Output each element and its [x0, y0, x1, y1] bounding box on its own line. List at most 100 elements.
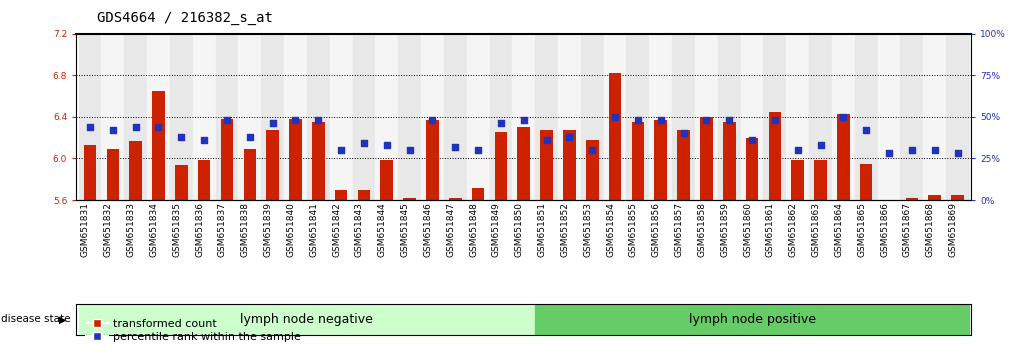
Bar	[740, 34, 764, 200]
Bar	[513, 34, 535, 200]
Bar	[791, 160, 804, 200]
Bar	[78, 304, 535, 335]
Text: GSM651848: GSM651848	[469, 202, 478, 257]
Text: ▶: ▶	[59, 314, 66, 325]
Point	[310, 117, 326, 123]
Bar	[815, 160, 827, 200]
Bar	[421, 34, 443, 200]
Point	[288, 117, 304, 123]
Text: GSM651833: GSM651833	[127, 202, 135, 257]
Text: GSM651835: GSM651835	[172, 202, 181, 257]
Bar	[860, 164, 873, 200]
Bar	[745, 138, 759, 200]
Point	[402, 147, 418, 153]
Bar	[855, 34, 878, 200]
Bar	[216, 34, 238, 200]
Point	[743, 137, 760, 143]
Text: GSM651840: GSM651840	[287, 202, 296, 257]
Text: GSM651856: GSM651856	[652, 202, 661, 257]
Text: GSM651841: GSM651841	[309, 202, 318, 257]
Bar	[443, 34, 467, 200]
Bar	[764, 34, 786, 200]
Bar	[604, 34, 626, 200]
Point	[538, 137, 554, 143]
Bar	[472, 188, 484, 200]
Bar	[467, 34, 489, 200]
Bar	[330, 34, 353, 200]
Bar	[358, 190, 370, 200]
Bar	[107, 149, 119, 200]
Text: GSM651857: GSM651857	[674, 202, 683, 257]
Bar	[700, 117, 713, 200]
Point	[105, 127, 121, 133]
Point	[950, 150, 966, 156]
Text: GSM651866: GSM651866	[880, 202, 889, 257]
Bar	[786, 34, 810, 200]
Point	[630, 117, 646, 123]
Bar	[810, 34, 832, 200]
Point	[493, 121, 510, 126]
Bar	[946, 34, 969, 200]
Bar	[335, 190, 348, 200]
Bar	[124, 34, 147, 200]
Text: GSM651860: GSM651860	[743, 202, 752, 257]
Point	[424, 117, 440, 123]
Text: GSM651850: GSM651850	[515, 202, 524, 257]
Bar	[518, 127, 530, 200]
Bar	[586, 140, 599, 200]
Bar	[837, 114, 849, 200]
Text: GSM651861: GSM651861	[766, 202, 775, 257]
Bar	[284, 34, 307, 200]
Point	[447, 144, 464, 150]
Point	[789, 147, 805, 153]
Bar	[307, 34, 330, 200]
Text: GSM651867: GSM651867	[903, 202, 912, 257]
Bar	[718, 34, 740, 200]
Bar	[129, 141, 142, 200]
Point	[173, 134, 189, 139]
Point	[813, 142, 829, 148]
Text: lymph node positive: lymph node positive	[689, 313, 816, 326]
Bar	[558, 34, 581, 200]
Bar	[905, 198, 918, 200]
Text: GSM651839: GSM651839	[263, 202, 273, 257]
Bar	[198, 160, 211, 200]
Point	[264, 121, 281, 126]
Point	[356, 141, 372, 146]
Text: GSM651831: GSM651831	[81, 202, 89, 257]
Bar	[494, 132, 507, 200]
Bar	[929, 195, 941, 200]
Bar	[581, 34, 604, 200]
Bar	[312, 122, 324, 200]
Bar	[147, 34, 170, 200]
Point	[835, 114, 851, 120]
Bar	[175, 165, 187, 200]
Bar	[878, 34, 900, 200]
Bar	[951, 195, 964, 200]
Text: GSM651851: GSM651851	[538, 202, 546, 257]
Bar	[83, 145, 97, 200]
Text: GSM651852: GSM651852	[560, 202, 570, 257]
Bar	[426, 120, 438, 200]
Bar	[609, 73, 621, 200]
Point	[151, 124, 167, 130]
Point	[470, 147, 486, 153]
Bar	[923, 34, 946, 200]
Bar	[540, 130, 553, 200]
Bar	[261, 34, 284, 200]
Point	[699, 117, 715, 123]
Text: GSM651868: GSM651868	[925, 202, 935, 257]
Point	[858, 127, 875, 133]
Bar	[769, 112, 781, 200]
Bar	[289, 119, 302, 200]
Text: GSM651834: GSM651834	[149, 202, 159, 257]
Text: GSM651853: GSM651853	[583, 202, 592, 257]
Bar	[535, 304, 969, 335]
Text: GSM651846: GSM651846	[423, 202, 432, 257]
Bar	[535, 34, 558, 200]
Point	[904, 147, 920, 153]
Point	[127, 124, 143, 130]
Bar	[78, 34, 102, 200]
Point	[242, 134, 258, 139]
Text: GSM651838: GSM651838	[241, 202, 250, 257]
